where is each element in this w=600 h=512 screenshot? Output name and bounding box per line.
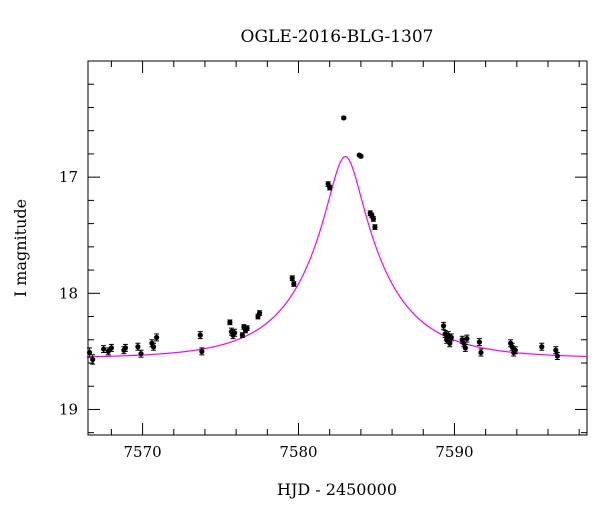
x-tick-label: 7580 <box>279 443 317 461</box>
data-point <box>512 347 518 353</box>
data-point <box>370 216 376 222</box>
data-point <box>289 275 295 281</box>
data-point <box>239 332 245 338</box>
data-point <box>138 351 144 357</box>
data-point <box>231 330 238 336</box>
x-axis-label: HJD - 2450000 <box>277 480 397 499</box>
plot-frame <box>87 60 588 436</box>
data-point <box>509 344 515 350</box>
data-point <box>358 153 364 159</box>
data-point <box>105 348 111 354</box>
data-point <box>553 347 559 353</box>
plot-area: 7570 7580 7590 17 18 19 <box>59 60 588 461</box>
y-tick-label: 18 <box>59 284 78 302</box>
data-point <box>122 345 129 351</box>
data-point <box>86 349 93 356</box>
y-axis-label: I magnitude <box>11 199 30 297</box>
data-point <box>197 332 203 338</box>
data-point <box>448 334 454 341</box>
data-point <box>447 340 453 346</box>
x-tick-label: 7570 <box>123 443 161 461</box>
data-point <box>372 224 378 230</box>
y-tick-label: 17 <box>59 168 78 186</box>
data-point <box>199 348 205 354</box>
data-point <box>150 344 157 350</box>
data-point <box>478 349 484 356</box>
model-curve <box>87 155 588 358</box>
data-point <box>476 339 483 345</box>
data-point <box>90 356 96 363</box>
y-tick-label: 19 <box>59 400 78 418</box>
data-point <box>341 115 347 121</box>
data-point <box>100 346 107 352</box>
x-tick-label: 7590 <box>435 443 473 461</box>
data-point <box>539 344 545 350</box>
data-point <box>244 325 250 331</box>
data-point <box>291 281 297 287</box>
data-point <box>135 344 141 350</box>
data-point <box>108 345 114 351</box>
data-point <box>440 323 447 329</box>
data-point <box>327 185 333 191</box>
data-point <box>462 345 468 351</box>
chart-title: OGLE-2016-BLG-1307 <box>241 27 434 47</box>
data-point <box>256 310 263 316</box>
data-point <box>464 335 470 342</box>
data-point <box>154 334 160 341</box>
data-point <box>227 319 233 325</box>
data-point <box>554 353 560 359</box>
